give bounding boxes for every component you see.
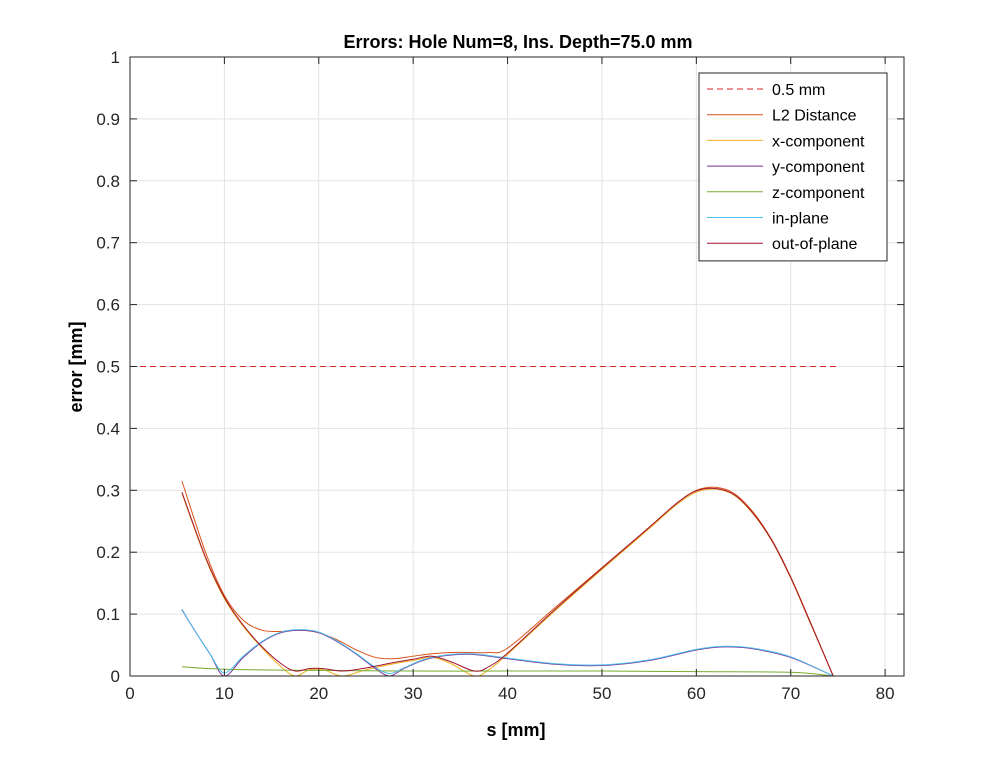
- legend-box: [698, 72, 888, 262]
- legend-label-l2-distance: L2 Distance: [772, 108, 857, 125]
- y-tick-label: 0.3: [96, 481, 120, 500]
- y-tick-label: 0.6: [96, 296, 120, 315]
- series-layer: [130, 366, 838, 677]
- y-tick-label: 0.1: [96, 605, 120, 624]
- x-tick-label: 70: [781, 684, 800, 703]
- x-tick-label: 20: [309, 684, 328, 703]
- legend-label-z-component: z-component: [772, 185, 865, 202]
- y-tick-label: 0.4: [96, 419, 120, 438]
- axis-ticks: 0 10 20 30 40 50 60 70 80 0 0.1 0.2 0.3 0.4 0.5 0.6 0.7 0…: [96, 48, 904, 703]
- series-line-out-of-plane: [181, 487, 834, 677]
- y-axis-label: error [mm]: [66, 321, 86, 412]
- x-tick-label: 30: [404, 684, 423, 703]
- legend-label-y-component: y-component: [772, 159, 865, 176]
- y-tick-label: 0.2: [96, 543, 120, 562]
- legend: 0.5 mm L2 Distance x-component y-component z…: [698, 72, 888, 262]
- series-line-in-plane: [181, 608, 834, 677]
- chart-title: Errors: Hole Num=8, Ins. Depth=75.0 mm: [343, 32, 692, 52]
- y-tick-label: 0.9: [96, 110, 120, 129]
- series-line-y-component: [181, 609, 834, 677]
- y-tick-label: 0.8: [96, 172, 120, 191]
- y-tick-label: 0.7: [96, 234, 120, 253]
- x-axis-label: s [mm]: [486, 720, 545, 740]
- x-tick-label: 0: [125, 684, 134, 703]
- legend-label-x-component: x-component: [772, 133, 865, 150]
- x-tick-label: 60: [687, 684, 706, 703]
- y-tick-label: 1: [111, 48, 120, 67]
- x-tick-label: 80: [876, 684, 895, 703]
- series-line-l2-distance: [181, 480, 834, 677]
- legend-label-out-of-plane: out-of-plane: [772, 236, 857, 253]
- y-tick-label: 0.5: [96, 358, 120, 377]
- y-tick-label: 0: [111, 667, 120, 686]
- x-tick-label: 50: [592, 684, 611, 703]
- x-tick-label: 10: [215, 684, 234, 703]
- legend-label-0-5-mm: 0.5 mm: [772, 82, 825, 99]
- x-tick-label: 40: [498, 684, 517, 703]
- legend-label-in-plane: in-plane: [772, 211, 829, 228]
